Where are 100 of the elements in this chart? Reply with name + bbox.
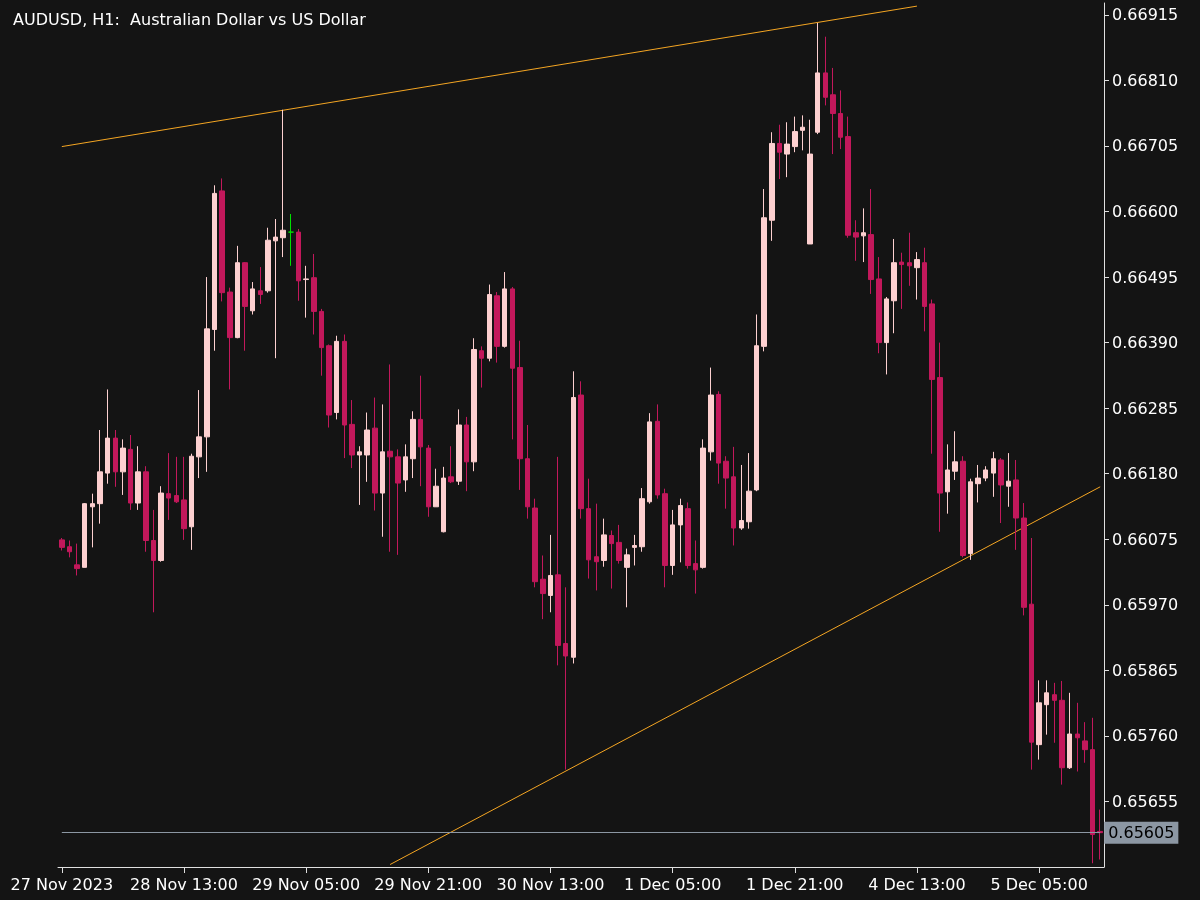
candlestick <box>754 314 759 492</box>
candlestick <box>815 22 820 135</box>
y-tick-label: 0.65760 <box>1112 726 1179 746</box>
candlestick <box>807 119 813 245</box>
candlestick <box>907 232 912 287</box>
ref-line-label: 0.65605 <box>1108 823 1175 843</box>
candlestick <box>273 218 278 359</box>
candlestick <box>548 534 553 613</box>
candlestick <box>578 380 584 520</box>
candlestick <box>265 227 271 294</box>
candlestick <box>601 518 607 568</box>
y-tick-label: 0.66705 <box>1112 136 1179 156</box>
candlestick <box>82 502 87 568</box>
candlestick <box>349 399 355 469</box>
candlestick <box>685 501 691 570</box>
candlestick <box>334 335 339 420</box>
candlestick <box>487 284 492 362</box>
candlestick <box>769 131 775 242</box>
x-tick-label: 1 Dec 05:00 <box>623 874 722 894</box>
candlestick <box>258 266 263 305</box>
candlestick <box>662 488 668 588</box>
candlestick <box>868 188 874 295</box>
candlestick <box>655 403 660 500</box>
candlestick <box>204 276 210 473</box>
y-tick-label: 0.66285 <box>1112 398 1179 418</box>
candlestick <box>181 456 187 541</box>
candlestick <box>922 247 927 332</box>
x-tick-label: 28 Nov 13:00 <box>130 874 238 894</box>
x-tick-label: 29 Nov 05:00 <box>252 874 361 894</box>
candlestick <box>464 416 469 492</box>
candlestick <box>105 388 110 485</box>
candlestick <box>647 412 652 505</box>
candlestick <box>845 116 851 239</box>
candlestick <box>571 370 576 664</box>
candlestick <box>380 403 385 538</box>
candlestick <box>441 466 446 533</box>
y-tick-label: 0.65865 <box>1112 660 1179 680</box>
candlestick <box>700 438 706 570</box>
x-tick-label: 27 Nov 2023 <box>10 874 114 894</box>
candlestick <box>135 445 141 511</box>
candlestick <box>586 478 591 580</box>
candlestick <box>418 375 423 487</box>
candlestick <box>395 448 401 556</box>
candlestick <box>1006 452 1011 508</box>
candlestick <box>250 281 255 316</box>
candlestick <box>311 253 317 335</box>
candlestick <box>624 548 630 608</box>
y-tick-label: 0.65655 <box>1112 791 1179 811</box>
candlestick <box>67 540 72 558</box>
candlestick <box>884 296 889 375</box>
candlestick <box>113 429 118 488</box>
candlestick <box>364 412 370 483</box>
candlestick <box>517 340 523 491</box>
candlestick <box>975 464 981 503</box>
candlestick <box>861 207 866 263</box>
candlestick <box>632 534 637 566</box>
candlestick <box>784 121 790 178</box>
candlestick <box>761 188 767 352</box>
candlestick <box>639 487 645 553</box>
candlestick <box>174 456 179 504</box>
candlestick <box>823 36 828 106</box>
candlestick <box>952 430 958 481</box>
candlestick <box>1052 682 1057 744</box>
candlestick <box>838 89 843 150</box>
x-tick-label: 29 Nov 21:00 <box>374 874 483 894</box>
candlestick <box>97 429 103 525</box>
candlestick <box>196 389 202 479</box>
candlestick <box>296 228 301 302</box>
candlestick <box>853 219 859 262</box>
candlestick <box>792 116 798 153</box>
candlestick <box>1029 537 1034 771</box>
candlestick <box>235 245 240 339</box>
candlestick <box>899 252 904 310</box>
candlestick <box>342 333 347 459</box>
candlestick <box>525 424 530 520</box>
candlestick <box>151 509 156 613</box>
candlestick <box>937 342 943 533</box>
candlestick <box>983 465 988 482</box>
candlestick <box>876 256 882 354</box>
candlestick <box>280 109 286 258</box>
candlestick <box>120 438 126 496</box>
candlestick <box>74 543 80 576</box>
candlestick <box>227 287 233 390</box>
y-tick-label: 0.66495 <box>1112 267 1179 287</box>
candlestick <box>189 453 194 551</box>
candlestick <box>372 397 378 512</box>
candlestick <box>563 586 568 771</box>
candlestick <box>448 445 454 484</box>
candlestick <box>502 271 507 349</box>
candlestick <box>410 410 416 479</box>
candlestick <box>1097 809 1103 861</box>
y-tick-label: 0.66810 <box>1112 70 1179 90</box>
candlestick <box>693 540 698 595</box>
y-tick-label: 0.66915 <box>1112 5 1179 25</box>
candlestick <box>1059 680 1065 786</box>
candlestick <box>945 443 950 515</box>
candlestick <box>1036 679 1042 761</box>
y-tick-label: 0.66075 <box>1112 529 1179 549</box>
candlestick <box>929 299 935 455</box>
candlestick <box>746 452 752 530</box>
